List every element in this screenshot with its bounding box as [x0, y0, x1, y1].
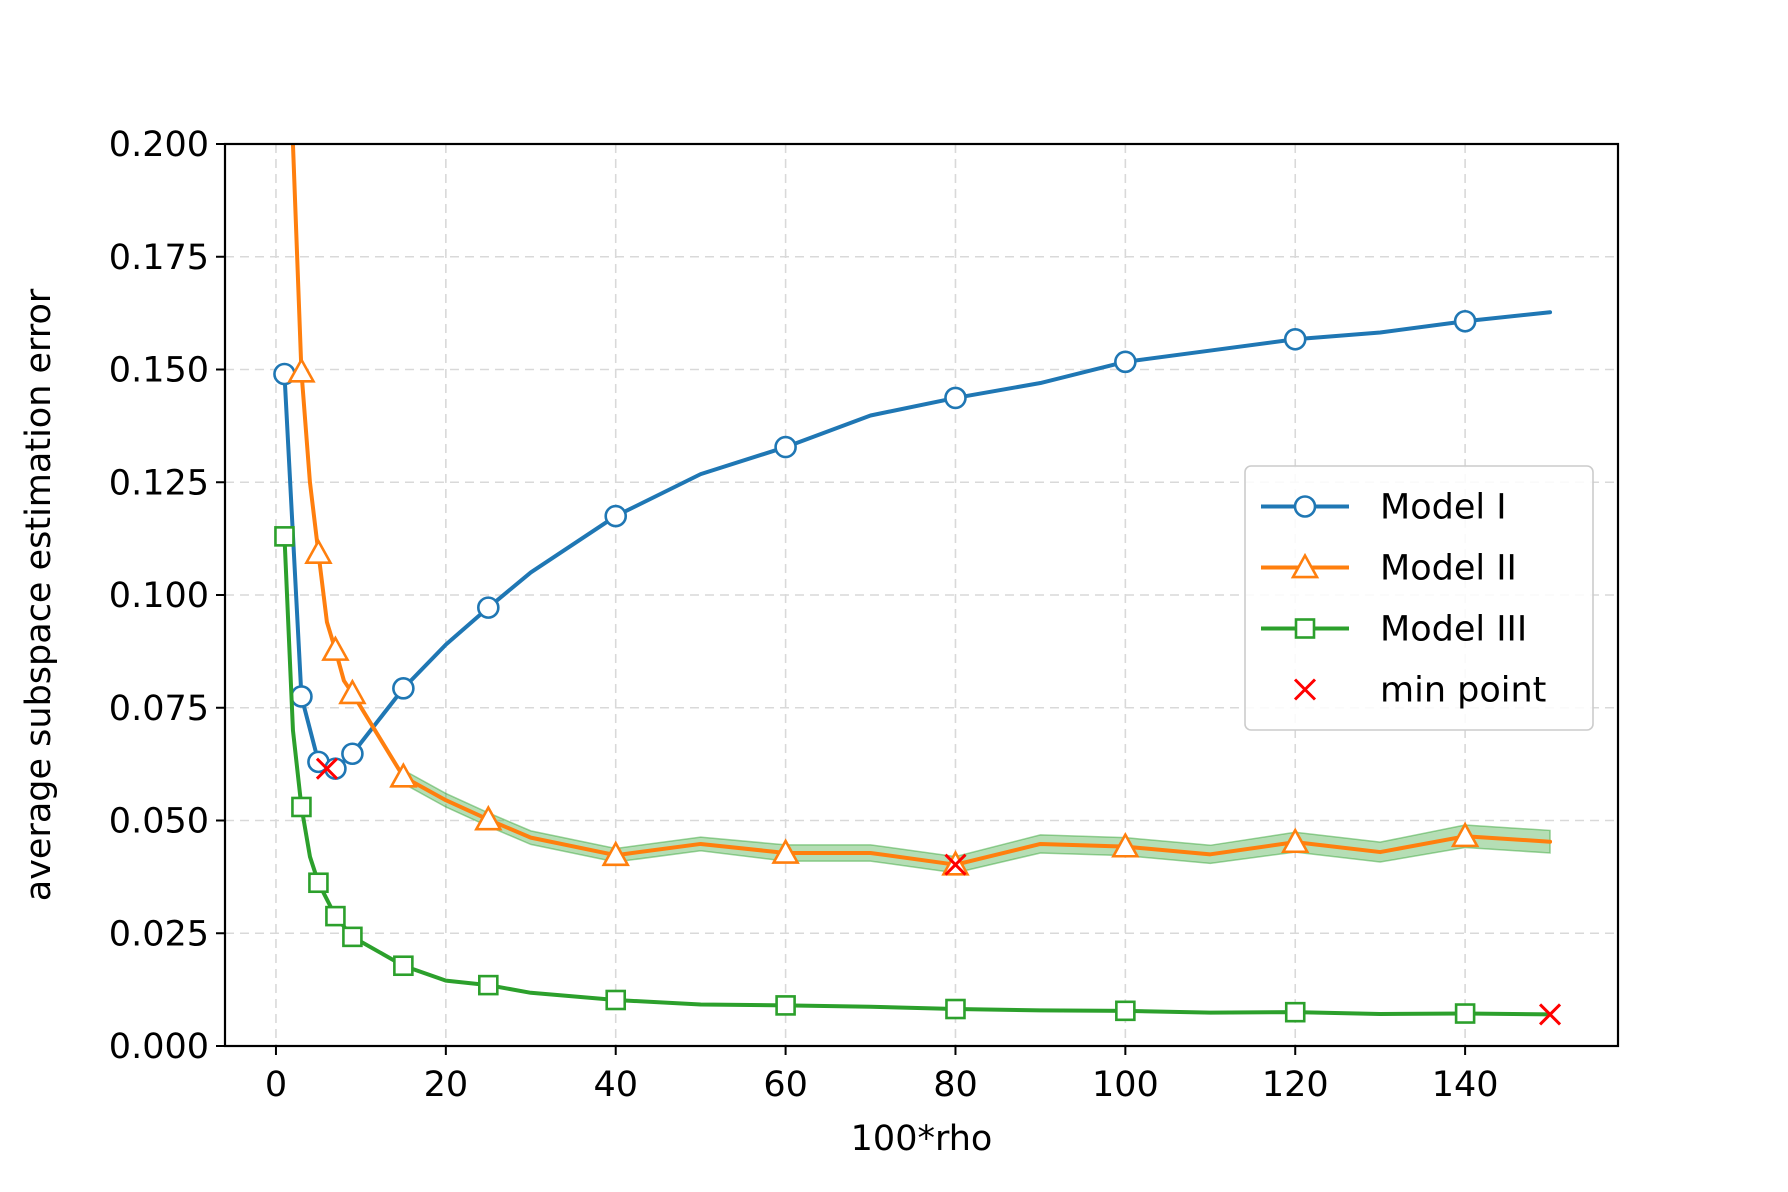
legend-item-min-point: min point	[1293, 671, 1546, 711]
data-point-model-ii	[474, 804, 503, 831]
data-point-model-iii	[274, 526, 295, 547]
data-point-model-ii	[287, 357, 316, 383]
data-point-model-i	[774, 435, 797, 459]
legend-label: Model I	[1380, 488, 1507, 528]
y-tick-label: 0.100	[109, 576, 209, 616]
data-point-model-iii	[342, 926, 363, 948]
data-point-model-iii	[775, 995, 796, 1016]
data-point-model-iii	[945, 998, 966, 1020]
data-point-model-ii	[1450, 821, 1480, 848]
data-point-model-ii	[321, 635, 350, 661]
x-axis-label: 100*rho	[851, 1119, 993, 1159]
series-model-iii	[274, 526, 1553, 1024]
data-point-model-iii	[1284, 1001, 1306, 1023]
data-point-model-i	[392, 677, 415, 700]
legend-items: Model I Model II Model III min point	[1261, 488, 1546, 711]
y-tick-label: 0.025	[109, 914, 209, 954]
data-point-model-i	[944, 386, 967, 410]
data-point-model-ii	[601, 840, 630, 867]
legend-label: Model III	[1380, 610, 1527, 650]
data-point-model-ii	[389, 762, 418, 788]
legend-swatch-marker	[1293, 495, 1317, 518]
legend-item-model-iii: Model III	[1261, 610, 1527, 650]
x-tick-label: 140	[1432, 1065, 1499, 1105]
y-tick-label: 0.050	[109, 802, 209, 842]
x-tick-label: 60	[763, 1065, 808, 1105]
data-point-model-iii	[325, 905, 346, 927]
data-point-model-iii	[308, 872, 329, 894]
data-point-model-i	[604, 504, 628, 528]
legend-label: Model II	[1380, 549, 1517, 589]
y-tick-label: 0.000	[109, 1027, 209, 1067]
data-point-model-i	[290, 685, 313, 708]
x-tick-label: 40	[593, 1065, 638, 1105]
data-point-model-iii	[291, 796, 312, 818]
data-point-model-iii	[1115, 1000, 1136, 1022]
data-point-model-ii	[338, 678, 367, 705]
legend-item-model-ii: Model II	[1261, 549, 1517, 589]
x-tick-label: 100	[1092, 1065, 1159, 1105]
legend-item-model-i: Model I	[1261, 488, 1507, 528]
y-tick-label: 0.075	[109, 689, 209, 729]
min-point-marker	[1538, 1003, 1562, 1026]
min-point-marker	[944, 853, 967, 876]
legend-box	[1244, 465, 1594, 731]
data-point-model-i	[1114, 350, 1137, 374]
data-point-model-i	[477, 596, 500, 619]
x-axis-ticks: 0 20 40 60 80 100 120 140	[265, 1046, 1499, 1105]
data-point-model-i	[1453, 309, 1477, 333]
data-point-model-i	[1283, 327, 1307, 351]
legend-swatch-marker	[1294, 618, 1316, 639]
legend-swatch-marker	[1290, 552, 1320, 579]
data-point-model-ii	[304, 538, 333, 564]
y-tick-label: 0.150	[109, 351, 209, 391]
data-point-model-iii	[393, 955, 414, 977]
error-band	[402, 768, 1551, 874]
data-point-model-ii	[1111, 831, 1140, 858]
x-tick-label: 20	[424, 1065, 469, 1105]
data-point-model-ii	[771, 838, 800, 864]
legend-label: min point	[1380, 671, 1546, 711]
min-point-marker	[315, 757, 338, 780]
x-tick-label: 0	[265, 1065, 287, 1105]
data-point-model-ii	[1281, 827, 1310, 854]
data-point-model-iii	[1454, 1003, 1476, 1024]
data-point-model-i	[341, 742, 364, 766]
data-point-model-iii	[478, 974, 499, 996]
legend: Model I Model II Model III min point	[1244, 465, 1594, 731]
series-line-model-ii	[290, 144, 1553, 867]
legend-swatch-marker	[1293, 678, 1317, 701]
error-band-layer	[402, 768, 1551, 874]
y-axis-ticks: 0.000 0.025 0.050 0.075 0.100 0.125 0.150 0.175…	[109, 125, 225, 1067]
min-point-layer	[315, 757, 1562, 1026]
y-tick-label: 0.125	[109, 463, 209, 503]
x-tick-label: 120	[1262, 1065, 1329, 1105]
y-tick-label: 0.200	[109, 125, 209, 165]
data-point-model-iii	[605, 989, 627, 1011]
x-tick-label: 80	[933, 1065, 978, 1105]
y-tick-label: 0.175	[109, 238, 209, 278]
y-axis-label: average subspace estimation error	[19, 288, 59, 901]
